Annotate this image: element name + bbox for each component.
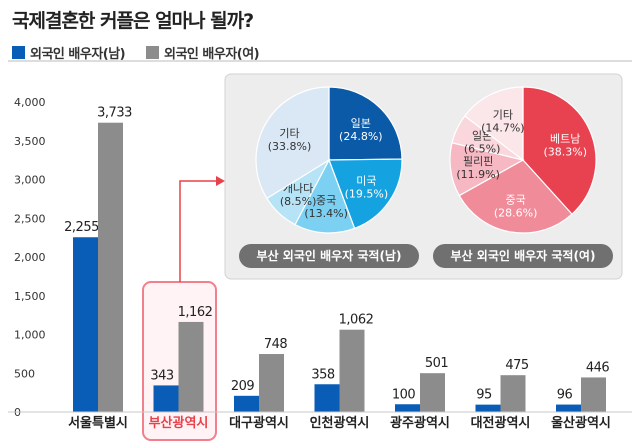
pie-label-name: 미국: [356, 175, 376, 188]
y-tick-label: 4,000: [14, 96, 46, 109]
x-tick-label: 인천광역시: [310, 415, 370, 431]
pie-charts: 일본(24.8%)미국(19.5%)중국(13.4%)캐나다(8.5%)기타(3…: [239, 86, 613, 268]
legend-label-female: 외국인 배우자(여): [164, 47, 260, 62]
y-tick-label: 500: [14, 367, 35, 380]
data-label: 358: [311, 367, 335, 382]
bar-female: [178, 321, 204, 412]
pie-label-value: (13.4%): [304, 207, 348, 220]
pie-slice: [463, 86, 524, 162]
pie-label-name: 중국: [316, 194, 336, 207]
callout-arrowhead: [216, 176, 225, 186]
pie-slice: [522, 86, 597, 215]
pie-label-value: (33.8%): [268, 140, 312, 153]
bar-series: 2,255 3,733 343 1,162 209 748 358 1,062 100 501 95…: [64, 106, 610, 412]
data-label: 475: [505, 358, 529, 373]
data-label: 748: [264, 337, 288, 352]
pie-label-name: 필리핀: [463, 155, 493, 168]
pie-chart-female: 베트남(38.3%)중국(28.6%)필리핀(11.9%)일본(6.5%)기타(…: [433, 86, 613, 268]
pie-label-value: (14.7%): [481, 121, 525, 134]
pie-label-value: (28.6%): [494, 207, 538, 220]
pie-label-name: 기타: [279, 127, 299, 140]
x-tick-label: 서울특별시: [68, 415, 128, 431]
data-label: 96: [557, 388, 573, 403]
pie-label-name: 기타: [493, 108, 513, 121]
legend-item-female: 외국인 배우자(여): [146, 43, 260, 62]
data-label: 1,062: [339, 313, 374, 328]
x-tick-label: 광주광역시: [390, 415, 450, 431]
data-label: 95: [476, 388, 492, 403]
bar-male: [234, 395, 259, 412]
bar-female: [339, 329, 365, 412]
data-label: 343: [150, 368, 174, 383]
legend-swatch-male: [12, 46, 25, 59]
pie-caption: 부산 외국인 배우자 국적(여): [451, 248, 596, 263]
x-tick-label: 부산광역시: [149, 415, 209, 431]
bar-male: [153, 385, 179, 412]
pie-slice: [294, 158, 356, 234]
legend-item-male: 외국인 배우자(남): [12, 43, 126, 62]
data-label: 501: [425, 356, 449, 371]
pie-label-name: 중국: [506, 194, 526, 207]
pie-slice: [255, 86, 330, 200]
data-label: 2,255: [64, 220, 99, 235]
bar-female: [500, 375, 526, 412]
bar-female: [259, 354, 284, 412]
data-label: 1,162: [178, 305, 213, 320]
x-tick-label: 대전광역시: [471, 415, 531, 431]
pie-label-value: (8.5%): [280, 195, 317, 208]
y-tick-label: 2,500: [14, 212, 46, 225]
pie-label-name: 캐나다: [283, 182, 313, 195]
data-label: 209: [231, 379, 255, 394]
chart-title: 국제결혼한 커플은 얼마나 될까?: [12, 10, 254, 32]
bar-male: [314, 384, 340, 412]
bar-female: [98, 122, 123, 412]
pie-caption: 부산 외국인 배우자 국적(남): [257, 248, 402, 263]
x-tick-label: 울산광역시: [551, 415, 611, 431]
bar-male: [395, 404, 420, 412]
bar-male: [475, 404, 501, 412]
y-tick-label: 3,000: [14, 174, 46, 187]
pie-label-value: (24.8%): [339, 130, 383, 143]
data-label: 3,733: [97, 106, 132, 121]
pie-caption-box: [239, 244, 419, 268]
x-tick-label: 대구광역시: [229, 415, 289, 431]
y-tick-label: 3,500: [14, 135, 46, 148]
x-axis-labels: 서울특별시 부산광역시 대구광역시 인천광역시 광주광역시 대전광역시 울산광역시: [68, 415, 611, 431]
pie-label-value: (11.9%): [456, 168, 500, 181]
bar-male: [73, 237, 98, 412]
data-label: 100: [392, 387, 416, 402]
bar-female: [581, 377, 606, 412]
pie-label-value: (38.3%): [543, 146, 587, 159]
callout-connector: [179, 180, 216, 282]
y-tick-label: 1,500: [14, 290, 46, 303]
pie-label-value: (6.5%): [464, 143, 501, 156]
pie-chart-male: 일본(24.8%) 미국(19.5%) 중국(13.4%) 캐나다(8.5%) 기타(3…: [239, 86, 419, 268]
y-tick-label: 1,000: [14, 329, 46, 342]
pie-label-value: (19.5%): [345, 188, 389, 201]
pie-label-name: 일본: [351, 116, 371, 130]
bar-female: [420, 373, 445, 412]
data-label: 446: [586, 360, 610, 375]
pie-slice: [458, 159, 573, 234]
bar-male: [556, 404, 581, 412]
pie-slice: [328, 86, 403, 161]
pie-slice: [328, 158, 403, 230]
legend-swatch-female: [146, 46, 159, 59]
pie-caption-box: [433, 244, 613, 268]
pie-label-name: 베트남: [550, 133, 580, 146]
y-tick-label: 2,000: [14, 251, 46, 264]
legend-label-male: 외국인 배우자(남): [30, 47, 126, 62]
